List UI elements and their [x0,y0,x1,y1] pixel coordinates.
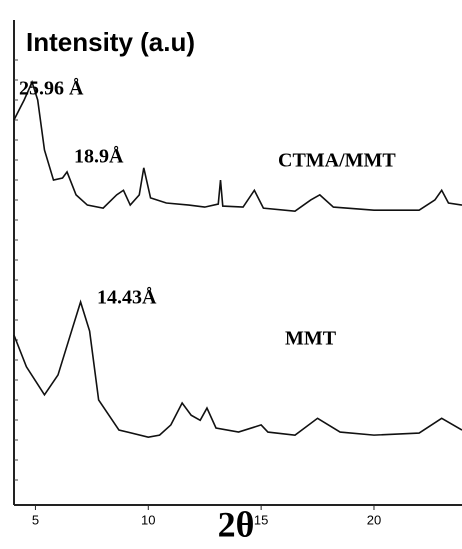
x-tick-label: 10 [141,512,155,527]
x-tick-label: 15 [254,512,268,527]
x-tick-label: 5 [32,512,39,527]
series-label: CTMA/MMT [278,150,396,172]
series-line [13,299,462,438]
series-line [13,79,462,213]
peak-annotation: 14.43Å [97,286,157,309]
x-tick-label: 20 [367,512,381,527]
chart-title: Intensity (a.u) [26,27,195,57]
x-axis-label: 2θ [218,504,255,544]
peak-annotation: 18.9Å [74,145,124,168]
series-label: MMT [285,328,337,350]
peak-annotation: 25.96 Å [19,77,84,100]
